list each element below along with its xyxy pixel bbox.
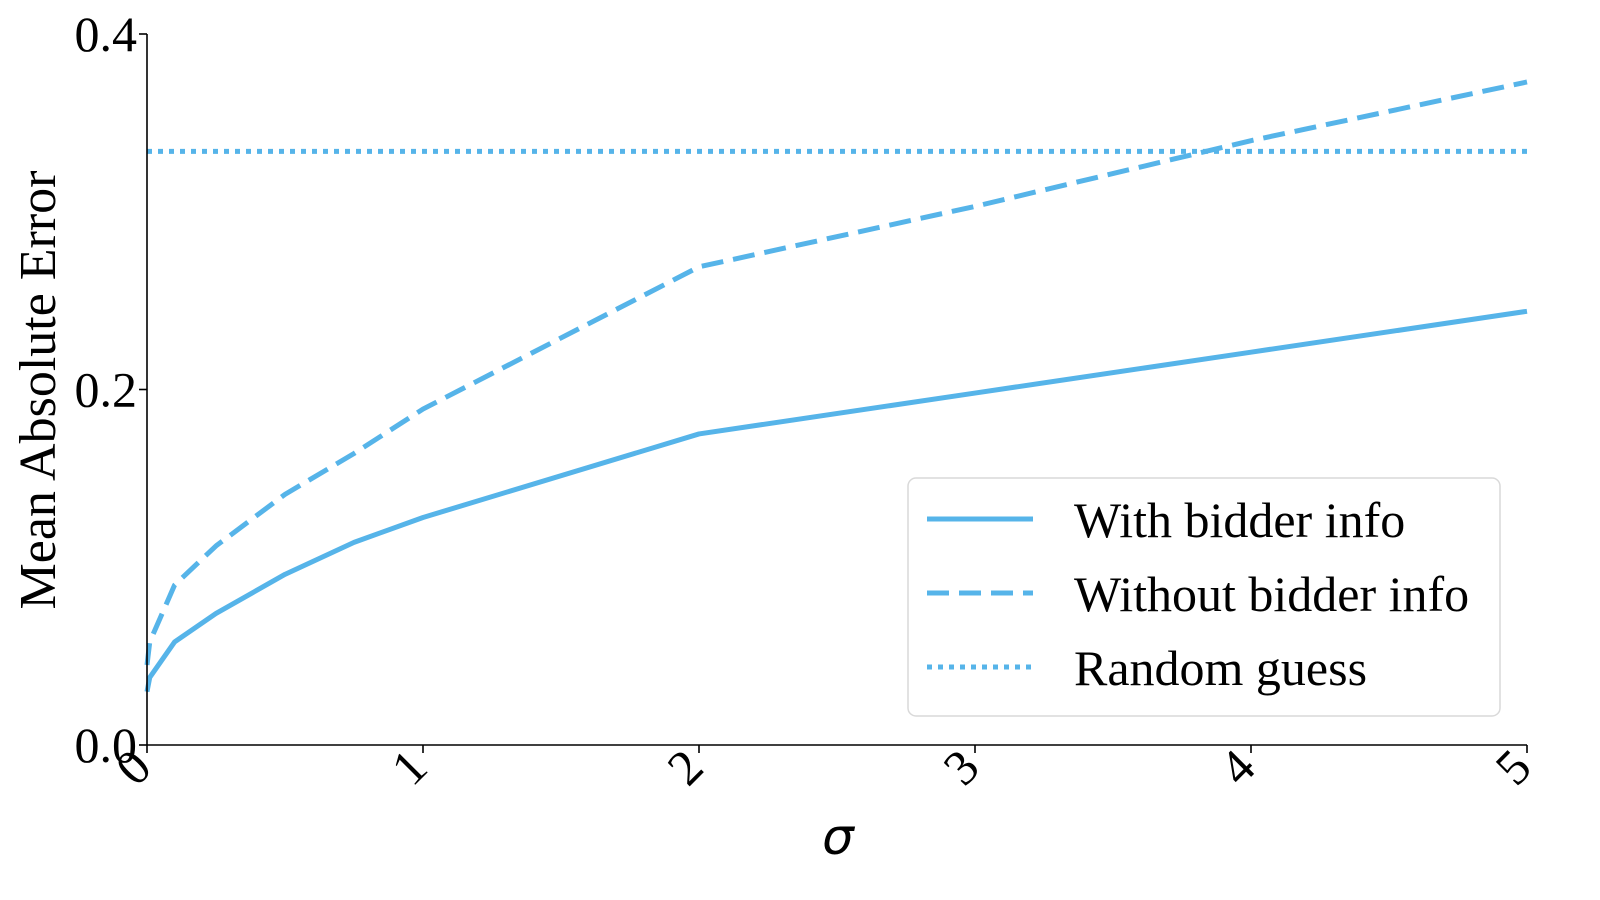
x-tick-label: 1 [380,738,437,795]
legend-label-2: Without bidder info [1074,566,1469,622]
x-axis-title: σ [822,808,855,866]
y-tick-label: 0.0 [75,717,138,773]
x-tick-label: 3 [932,738,989,795]
y-tick-label: 0.2 [75,362,138,418]
legend: With bidder info Without bidder info Rando… [907,477,1501,717]
legend-label-1: With bidder info [1074,492,1405,548]
x-tick-label: 2 [656,738,713,795]
legend-box [907,477,1501,717]
x-tick-label: 5 [1484,738,1541,795]
series-line-1 [144,308,1528,693]
legend-label-3: Random guess [1074,640,1367,696]
series-line-2 [144,79,1528,666]
y-tick-label: 0.4 [75,6,138,62]
plot-lines [144,79,1528,693]
x-tick-label: 4 [1208,738,1265,795]
y-axis-title: Mean Absolute Error [10,170,67,609]
legend-items: With bidder info Without bidder info Rando… [927,492,1469,696]
